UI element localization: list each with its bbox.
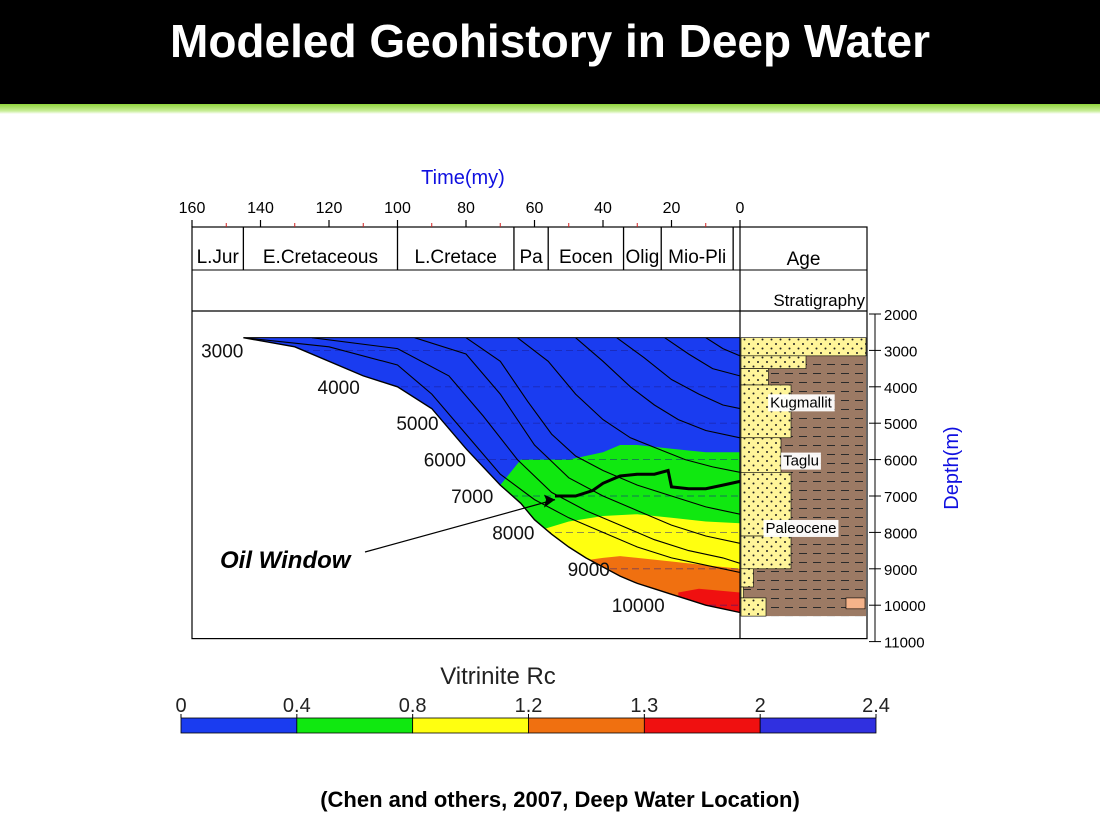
depth-tick-label: 4000: [884, 380, 917, 397]
depth-label: 8000: [492, 523, 534, 544]
age-label: Olig: [625, 247, 659, 268]
age-label: Pa: [519, 247, 543, 268]
colorbar-segment: [759, 717, 877, 734]
time-tick-label: 120: [316, 200, 343, 217]
depth-tick-label: 11000: [884, 635, 925, 652]
burial-curve: [664, 337, 740, 377]
formation-label-bg: [763, 519, 839, 537]
sand-interval: [740, 368, 769, 386]
annotation-arrowhead: [544, 494, 556, 508]
formation-label: Taglu: [783, 453, 819, 470]
colorbar-title: Vitrinite Rc: [440, 663, 556, 690]
burial-curve: [465, 337, 740, 515]
formation-label: Kugmallit: [770, 394, 833, 411]
depth-tick-label: 5000: [884, 416, 917, 433]
depth-tick-label: 7000: [884, 489, 917, 506]
time-tick-label: 100: [384, 200, 411, 217]
sand-interval: [740, 355, 807, 369]
sand-interval: [740, 384, 792, 439]
burial-curve: [705, 337, 740, 357]
colorbar-tick-label: 1.3: [630, 695, 658, 717]
age-panel-label: Age: [787, 249, 821, 270]
time-tick-label: 60: [526, 200, 544, 217]
slide-title: Modeled Geohistory in Deep Water: [170, 15, 930, 67]
time-tick-label: 140: [247, 200, 274, 217]
colorbar-segment: [296, 717, 414, 734]
zone-fill-4: [678, 588, 740, 613]
time-tick-label: 80: [457, 200, 475, 217]
time-axis-title: Time(my): [421, 167, 505, 189]
depth-label: 5000: [396, 414, 438, 435]
sand-interval: [740, 568, 754, 588]
sand-interval: [740, 535, 792, 570]
basement-line: [243, 337, 741, 614]
colorbar-tick-label: 2.4: [862, 695, 890, 717]
time-tick-label: 20: [663, 200, 681, 217]
burial-curve: [616, 337, 740, 410]
age-label: Eocen: [559, 247, 613, 268]
formation-label-bg: [768, 394, 835, 412]
burial-curve: [517, 337, 740, 473]
accent-band: [0, 104, 1100, 114]
colorbar-tick-label: 0.4: [283, 695, 311, 717]
colorbar-tick-label: 2: [755, 695, 766, 717]
depth-tick-label: 2000: [884, 307, 917, 324]
sand-interval: [740, 337, 867, 357]
source-caption: (Chen and others, 2007, Deep Water Locat…: [320, 787, 800, 812]
basement-interval: [845, 597, 866, 610]
depth-tick-label: 10000: [884, 598, 926, 615]
depth-tick-label: 8000: [884, 525, 917, 542]
age-label: E.Cretaceous: [263, 247, 378, 268]
depth-tick-label: 3000: [884, 343, 917, 360]
depth-axis-title: Depth(m): [941, 426, 963, 509]
depth-label: 7000: [451, 487, 493, 508]
formation-label-bg: [781, 452, 821, 470]
sand-interval: [740, 597, 767, 617]
colorbar-tick-label: 1.2: [515, 695, 543, 717]
time-tick-label: 40: [594, 200, 612, 217]
depth-tick-label: 9000: [884, 562, 917, 579]
burial-curve: [243, 337, 740, 573]
depth-label: 10000: [612, 596, 665, 617]
burial-curve: [575, 337, 740, 439]
age-label: L.Jur: [197, 247, 240, 268]
depth-label: 6000: [424, 451, 466, 472]
depth-tick-label: 6000: [884, 453, 917, 470]
colorbar-segment: [412, 717, 529, 734]
depth-label: 3000: [201, 341, 243, 362]
time-tick-label: 160: [179, 200, 206, 217]
colorbar-tick-label: 0.8: [399, 695, 427, 717]
colorbar-segment: [528, 717, 645, 734]
depth-label: 9000: [568, 560, 610, 581]
title-bar: [0, 0, 1100, 104]
depth-label: 4000: [318, 378, 360, 399]
colorbar-segment: [180, 717, 298, 734]
sand-interval: [740, 437, 782, 473]
burial-curve: [414, 337, 740, 544]
time-tick-label: 0: [736, 200, 745, 217]
oil-window-annotation: Oil Window: [220, 547, 352, 574]
colorbar-segment: [643, 717, 761, 734]
stratigraphy-label: Stratigraphy: [773, 291, 865, 310]
formation-label: Paleocene: [766, 520, 837, 537]
burial-curve: [311, 337, 740, 564]
oil-window-line: [555, 468, 741, 498]
colorbar-tick-label: 0: [175, 695, 186, 717]
annotation-arrow-line: [364, 499, 556, 553]
sand-interval: [740, 586, 744, 599]
age-label: L.Cretace: [415, 247, 497, 268]
age-label: Mio-Pli: [668, 247, 726, 268]
